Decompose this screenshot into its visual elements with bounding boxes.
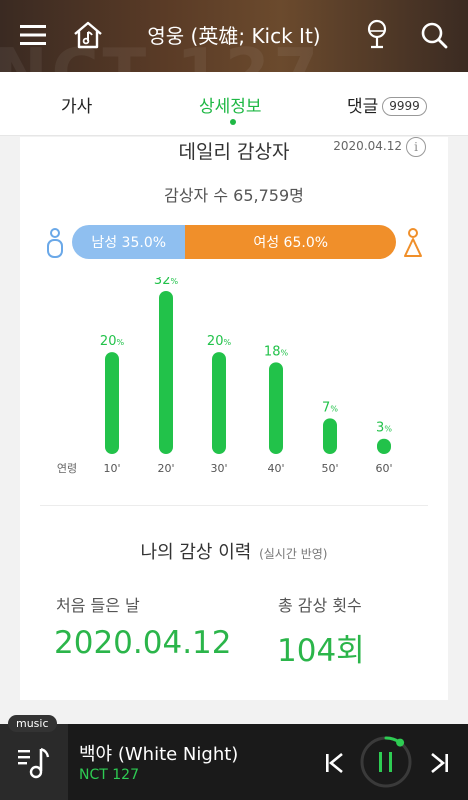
tab-details[interactable]: 상세정보: [199, 97, 262, 117]
age-tick-4: 50': [321, 462, 338, 475]
detail-card: 데일리 감상자 2020.04.12 i 감상자 수 65,759명 남성 35…: [20, 137, 448, 700]
total-plays-label: 총 감상 횟수: [278, 596, 362, 615]
age-bar-2: [212, 352, 226, 454]
male-icon: [47, 228, 63, 258]
age-tick-2: 30': [210, 462, 227, 475]
male-share-label: 남성 35.0%: [91, 235, 167, 251]
song-title: 영웅 (英雄; Kick It): [147, 24, 321, 48]
now-playing-title[interactable]: 백야 (White Night): [79, 744, 239, 765]
search-icon[interactable]: [417, 18, 451, 52]
female-icon: [404, 228, 422, 257]
age-tick-5: 60': [375, 462, 392, 475]
age-tick-3: 40': [267, 462, 284, 475]
age-tick-0: 10': [103, 462, 120, 475]
first-listen-label: 처음 들은 날: [56, 596, 140, 615]
age-bar-3: [269, 362, 283, 454]
playlist-icon[interactable]: [0, 724, 68, 800]
age-bar-value-3: 18%: [264, 344, 289, 359]
home-music-icon[interactable]: [71, 18, 105, 52]
hamburger-menu-icon[interactable]: [16, 18, 50, 52]
first-listen-date: 2020.04.12: [54, 625, 232, 661]
microphone-icon[interactable]: [360, 18, 394, 52]
music-tag: music: [8, 715, 57, 732]
previous-track-icon[interactable]: [318, 748, 350, 778]
header-background-art: NCT 127: [0, 36, 322, 72]
age-bar-value-4: 7%: [322, 400, 338, 415]
app-header: NCT 127 영웅 (英雄; Kick It): [0, 0, 468, 72]
female-share-bar: 여성 65.0%: [185, 225, 396, 259]
daily-listeners-title: 데일리 감상자: [178, 141, 290, 163]
gender-ratio-bar: 남성 35.0% 여성 65.0%: [72, 225, 396, 259]
daily-date: 2020.04.12: [333, 139, 402, 153]
my-history-title: 나의 감상 이력 (실시간 반영): [140, 542, 328, 563]
tab-comments[interactable]: 댓글 9999: [347, 92, 427, 117]
pause-button[interactable]: [358, 734, 414, 790]
age-bar-1: [159, 291, 173, 454]
listener-count: 감상자 수 65,759명: [164, 186, 304, 205]
age-bar-4: [323, 418, 337, 454]
age-distribution-chart: 연령 20% 10' 32% 20' 20% 30' 18% 40' 7% 50' 3% 60': [57, 277, 393, 475]
total-plays-value: 104회: [277, 633, 365, 669]
next-track-icon[interactable]: [424, 748, 456, 778]
male-share-bar: 남성 35.0%: [72, 225, 186, 259]
age-tick-1: 20': [157, 462, 174, 475]
age-bar-5: [377, 438, 391, 454]
pause-progress-ring: [360, 736, 412, 788]
tab-bar: 가사 상세정보 댓글 9999: [0, 72, 468, 136]
age-axis-label: 연령: [57, 462, 77, 475]
female-share-label: 여성 65.0%: [253, 235, 329, 251]
now-playing-artist[interactable]: NCT 127: [79, 767, 139, 783]
history-subtitle: (실시간 반영): [259, 547, 328, 561]
mini-player[interactable]: 백야 (White Night) NCT 127: [0, 724, 468, 800]
active-tab-indicator: [230, 119, 236, 125]
section-divider: [40, 505, 428, 506]
tab-lyrics[interactable]: 가사: [61, 97, 93, 117]
info-icon[interactable]: i: [406, 137, 426, 157]
age-bar-0: [105, 352, 119, 454]
comment-count-badge: 9999: [382, 97, 427, 116]
age-bar-value-0: 20%: [100, 334, 125, 349]
age-bar-value-1: 32%: [154, 277, 179, 288]
age-bar-value-2: 20%: [207, 334, 232, 349]
age-bar-value-5: 3%: [376, 421, 392, 436]
